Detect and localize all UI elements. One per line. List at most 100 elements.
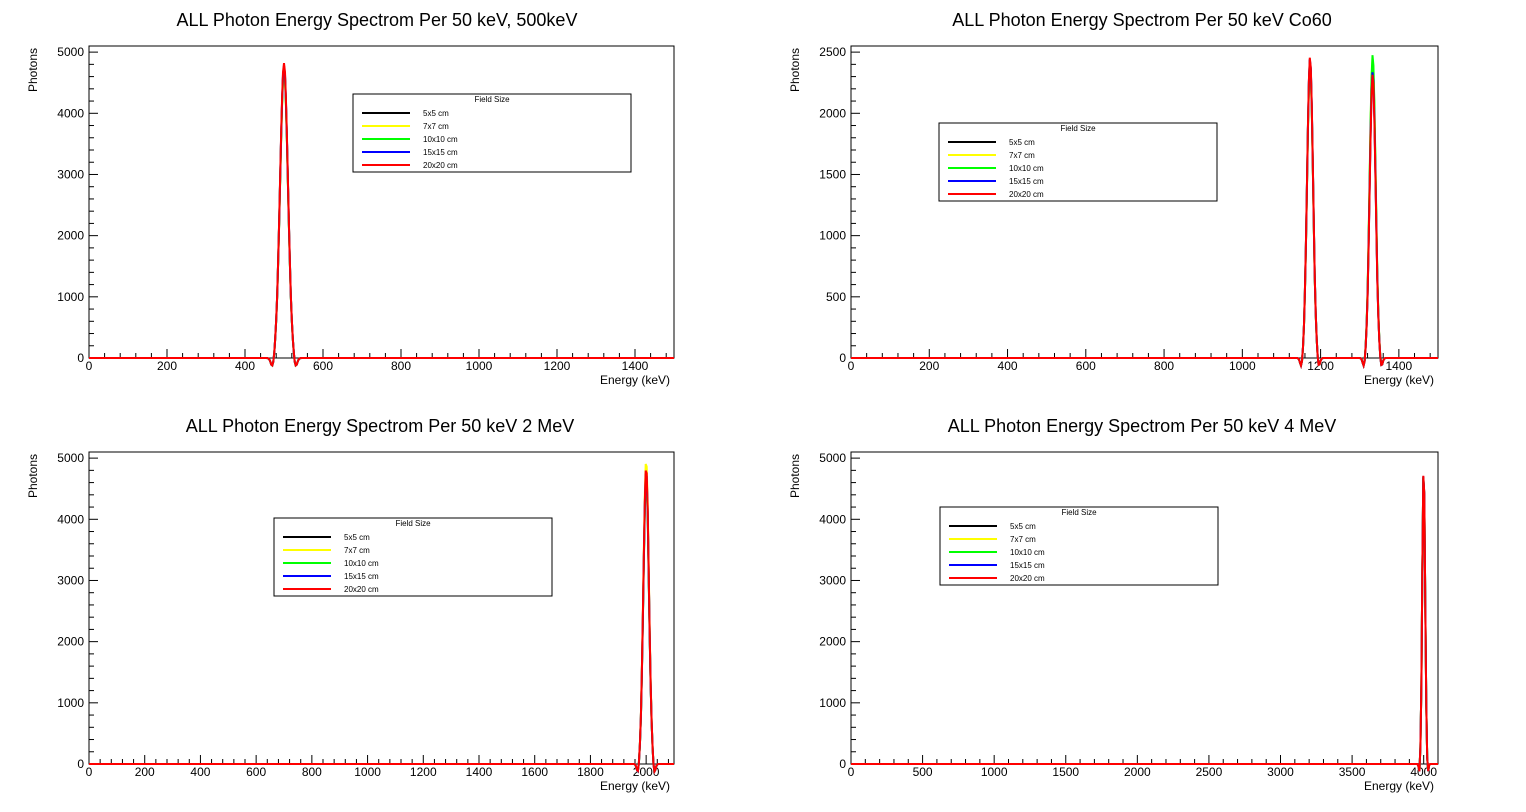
legend-entry-label: 15x15 cm <box>423 148 458 157</box>
x-tick-label: 800 <box>391 359 411 373</box>
y-tick-label: 4000 <box>819 512 846 526</box>
legend-entry-label: 20x20 cm <box>344 585 379 594</box>
legend-entry-label: 20x20 cm <box>1010 574 1045 583</box>
legend-entry-label: 7x7 cm <box>344 546 370 555</box>
plot-2mev: ALL Photon Energy Spectrom Per 50 keV 2 … <box>26 416 675 793</box>
x-tick-label: 3500 <box>1339 765 1366 779</box>
y-tick-label: 1500 <box>819 167 846 181</box>
series-line-15x15-cm <box>851 58 1438 370</box>
legend-entry-label: 7x7 cm <box>423 122 449 131</box>
y-tick-label: 0 <box>77 757 84 771</box>
series-line-20x20-cm <box>89 470 674 775</box>
y-tick-label: 2000 <box>819 106 846 120</box>
chart-title: ALL Photon Energy Spectrom Per 50 keV, 5… <box>177 10 578 30</box>
y-tick-label: 4000 <box>57 106 84 120</box>
legend-title: Field Size <box>1060 124 1096 133</box>
y-tick-label: 0 <box>839 351 846 365</box>
x-axis-label: Energy (keV) <box>1364 373 1434 387</box>
y-tick-label: 0 <box>77 351 84 365</box>
x-tick-label: 1200 <box>1307 359 1334 373</box>
x-tick-label: 0 <box>848 765 855 779</box>
legend-entry-label: 10x10 cm <box>1010 548 1045 557</box>
legend-entry-label: 10x10 cm <box>1009 164 1044 173</box>
x-tick-label: 1400 <box>622 359 649 373</box>
y-tick-label: 1000 <box>819 229 846 243</box>
x-tick-label: 1200 <box>544 359 571 373</box>
legend-entry-label: 5x5 cm <box>344 533 370 542</box>
plot-frame <box>88 45 675 359</box>
y-tick-label: 3000 <box>57 573 84 587</box>
y-tick-label: 2500 <box>819 45 846 59</box>
legend-entry-label: 10x10 cm <box>344 559 379 568</box>
x-tick-label: 500 <box>913 765 933 779</box>
y-tick-label: 3000 <box>819 573 846 587</box>
x-tick-label: 1400 <box>466 765 493 779</box>
y-tick-label: 2000 <box>57 635 84 649</box>
legend: Field Size 5x5 cm 7x7 cm 10x10 cm 15x15 cm 20… <box>352 93 632 173</box>
x-tick-label: 2500 <box>1196 765 1223 779</box>
plot-frame <box>850 451 1439 765</box>
legend-entry-label: 10x10 cm <box>423 135 458 144</box>
y-tick-label: 2000 <box>819 635 846 649</box>
y-tick-label: 5000 <box>819 451 846 465</box>
chart-title: ALL Photon Energy Spectrom Per 50 keV 2 … <box>186 416 575 436</box>
y-tick-label: 1000 <box>57 696 84 710</box>
legend-entry-label: 15x15 cm <box>344 572 379 581</box>
series-line-10x10-cm <box>851 55 1438 370</box>
legend-entry-label: 5x5 cm <box>423 109 449 118</box>
y-axis-label: Photons <box>788 48 802 92</box>
series-line-20x20-cm <box>851 57 1438 370</box>
x-tick-label: 400 <box>235 359 255 373</box>
plot-co60: ALL Photon Energy Spectrom Per 50 keV Co… <box>788 10 1439 387</box>
x-tick-label: 0 <box>86 765 93 779</box>
y-tick-label: 5000 <box>57 45 84 59</box>
x-tick-label: 200 <box>157 359 177 373</box>
legend-box <box>938 122 1218 202</box>
y-axis-label: Photons <box>26 454 40 498</box>
chart-title: ALL Photon Energy Spectrom Per 50 keV Co… <box>952 10 1332 30</box>
series-line-7x7-cm <box>89 463 674 775</box>
x-tick-label: 200 <box>919 359 939 373</box>
legend: Field Size 5x5 cm 7x7 cm 10x10 cm 15x15 cm 20… <box>273 517 553 597</box>
x-tick-label: 0 <box>848 359 855 373</box>
x-tick-label: 0 <box>86 359 93 373</box>
legend-entry-label: 20x20 cm <box>423 161 458 170</box>
series-line-20x20-cm <box>89 62 674 368</box>
legend-entry-label: 15x15 cm <box>1009 177 1044 186</box>
x-tick-label: 1200 <box>410 765 437 779</box>
x-tick-label: 1400 <box>1386 359 1413 373</box>
legend-box <box>939 506 1219 586</box>
legend-box <box>352 93 632 173</box>
y-tick-label: 1000 <box>819 696 846 710</box>
y-tick-label: 2000 <box>57 229 84 243</box>
x-tick-label: 800 <box>302 765 322 779</box>
legend-entry-label: 7x7 cm <box>1010 535 1036 544</box>
x-tick-label: 3000 <box>1267 765 1294 779</box>
x-tick-label: 1000 <box>354 765 381 779</box>
legend-title: Field Size <box>395 519 431 528</box>
x-axis-label: Energy (keV) <box>1364 779 1434 793</box>
chart-title: ALL Photon Energy Spectrom Per 50 keV 4 … <box>948 416 1337 436</box>
legend-entry-label: 5x5 cm <box>1009 138 1035 147</box>
x-tick-label: 800 <box>1154 359 1174 373</box>
y-tick-label: 4000 <box>57 512 84 526</box>
y-tick-label: 0 <box>839 757 846 771</box>
legend: Field Size 5x5 cm 7x7 cm 10x10 cm 15x15 cm 20… <box>939 506 1219 586</box>
y-tick-label: 1000 <box>57 290 84 304</box>
series-line-20x20-cm <box>851 475 1438 772</box>
legend-entry-label: 20x20 cm <box>1009 190 1044 199</box>
x-tick-label: 1000 <box>466 359 493 373</box>
x-tick-label: 1000 <box>1229 359 1256 373</box>
legend: Field Size 5x5 cm 7x7 cm 10x10 cm 15x15 cm 20… <box>938 122 1218 202</box>
series-line-5x5-cm <box>851 59 1438 370</box>
x-axis-label: Energy (keV) <box>600 373 670 387</box>
x-tick-label: 1000 <box>981 765 1008 779</box>
plot-frame <box>88 451 675 765</box>
legend-title: Field Size <box>474 95 510 104</box>
x-tick-label: 1800 <box>577 765 604 779</box>
y-tick-label: 3000 <box>57 167 84 181</box>
plot-4mev: ALL Photon Energy Spectrom Per 50 keV 4 … <box>788 416 1439 793</box>
legend-box <box>273 517 553 597</box>
y-tick-label: 5000 <box>57 451 84 465</box>
